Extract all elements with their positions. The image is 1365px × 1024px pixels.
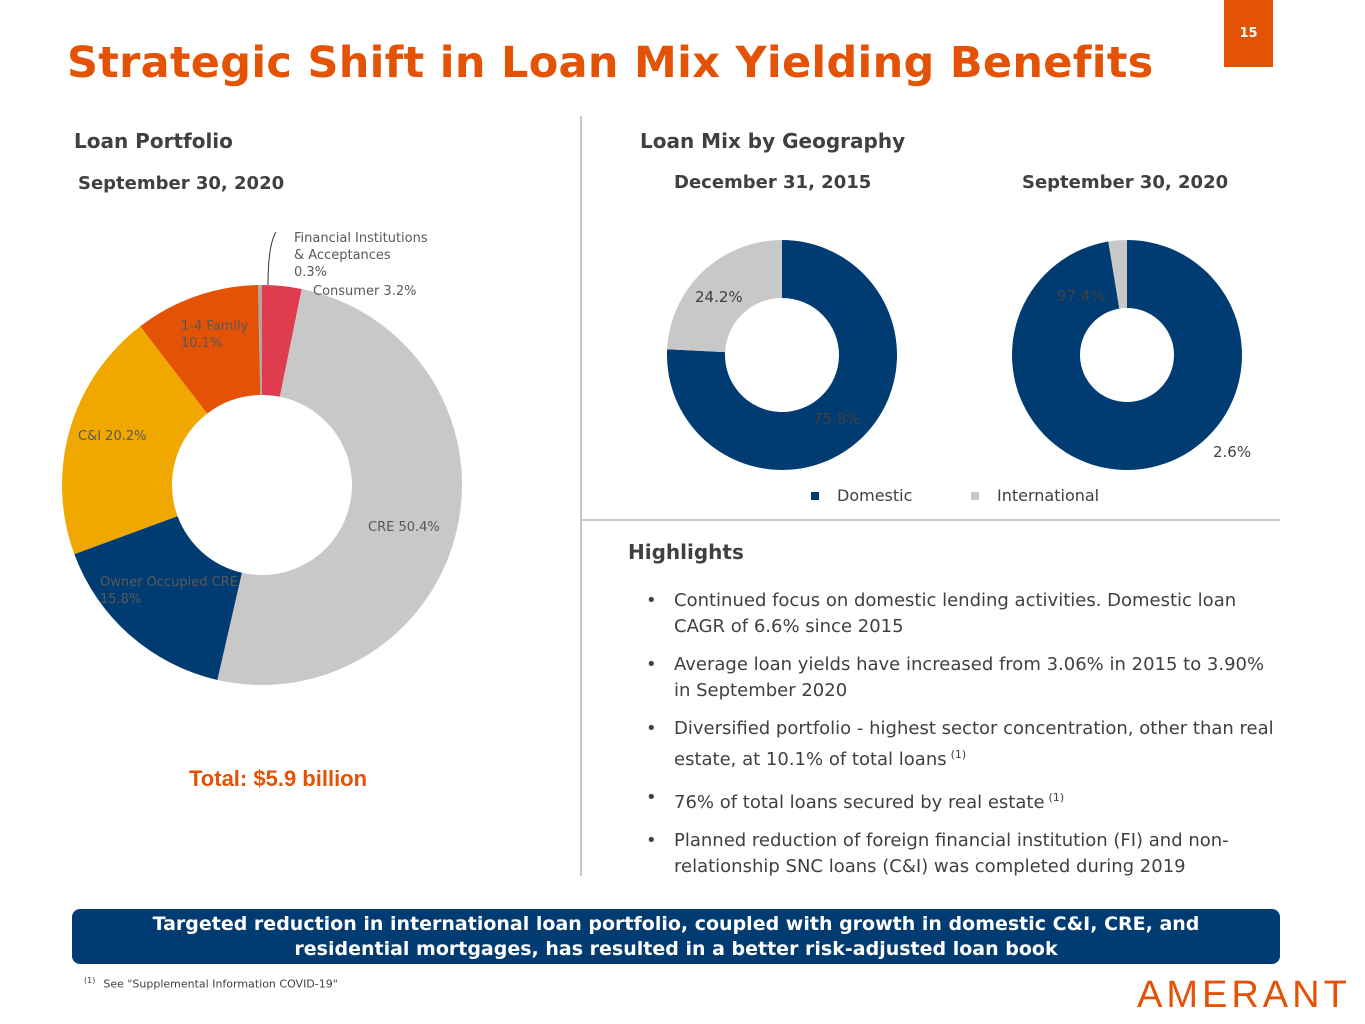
donut-slice [667, 240, 782, 353]
slice-label-cre: CRE 50.4% [368, 520, 440, 535]
geography-date-2020: September 30, 2020 [1022, 172, 1229, 193]
donut-slice [1012, 239, 1242, 470]
page-number: 15 [1224, 0, 1273, 67]
footnote-mark: (1) [84, 976, 96, 985]
footnote-text: See "Supplemental Information COVID-19" [103, 977, 338, 991]
highlight-text: Diversified portfolio - highest sector c… [674, 718, 1274, 770]
vertical-divider [580, 116, 582, 876]
geo-2020-international-label: 2.6% [1213, 443, 1251, 461]
donut-slice [61, 326, 208, 555]
highlight-item: • 76% of total loans secured by real est… [646, 785, 1276, 816]
legend-swatch-domestic [811, 491, 819, 500]
geography-2015-donut [667, 240, 897, 471]
geography-date-2015: December 31, 2015 [674, 172, 872, 193]
highlight-item: • Continued focus on domestic lending ac… [646, 588, 1276, 640]
donut-slice [74, 516, 242, 680]
slice-label-1-4-family: 1-4 Family 10.1% [181, 319, 249, 351]
highlight-item: • Diversified portfolio - highest sector… [646, 716, 1276, 773]
conclusion-banner: Targeted reduction in international loan… [72, 909, 1280, 964]
highlights-heading: Highlights [628, 540, 744, 564]
geo-2015-international-label: 24.2% [695, 288, 743, 306]
donut-slice [667, 240, 897, 471]
slice-label-ci: C&I 20.2% [78, 429, 146, 444]
page-title: Strategic Shift in Loan Mix Yielding Ben… [67, 38, 1154, 88]
horizontal-divider [582, 519, 1280, 521]
donut-slice [217, 288, 463, 686]
slice-label-owner-occupied-cre: Owner Occupied CRE 15.8% [100, 575, 238, 607]
legend-swatch-international [971, 491, 979, 500]
highlight-item: • Average loan yields have increased fro… [646, 652, 1276, 704]
legend-international: International [971, 486, 1099, 505]
slice-label-financial-institutions: Financial Institutions & Acceptances 0.3% [294, 231, 428, 280]
geo-2020-domestic-label: 97.4% [1057, 287, 1105, 305]
portfolio-total: Total: $5.9 billion [189, 766, 368, 791]
donut-slice [1108, 240, 1127, 309]
bullet-dot: • [646, 590, 657, 611]
bullet-dot: • [646, 830, 657, 851]
highlights-list: • Continued focus on domestic lending ac… [646, 588, 1276, 892]
legend-label-international: International [997, 486, 1100, 505]
geography-heading: Loan Mix by Geography [640, 129, 906, 153]
amerant-logo: AMERANT [1137, 974, 1351, 1016]
bullet-dot: • [646, 718, 657, 739]
highlight-text: Average loan yields have increased from … [674, 654, 1265, 701]
highlight-text: Planned reduction of foreign financial i… [674, 830, 1229, 877]
loan-portfolio-date: September 30, 2020 [78, 173, 285, 194]
chart-labels: Financial Institutions & Acceptances 0.3% C… [78, 231, 1251, 607]
geography-2020-donut [1012, 239, 1242, 470]
leader-line [267, 231, 277, 286]
highlight-text: Continued focus on domestic lending acti… [674, 590, 1237, 637]
bullet-dot: • [646, 654, 657, 675]
donut-slice [140, 285, 261, 414]
donut-slice [261, 285, 302, 397]
donut-slice [258, 285, 262, 396]
slice-label-consumer: Consumer 3.2% [313, 284, 416, 299]
loan-portfolio-heading: Loan Portfolio [74, 129, 233, 153]
highlight-item: • Planned reduction of foreign financial… [646, 828, 1276, 880]
footnote: (1) See "Supplemental Information COVID-1… [84, 976, 338, 991]
legend-domestic: Domestic [811, 486, 912, 505]
geo-2015-domestic-label: 75.8% [813, 410, 861, 428]
highlight-text: 76% of total loans secured by real estat… [674, 791, 1065, 813]
bullet-dot: • [646, 787, 657, 808]
legend-label-domestic: Domestic [837, 486, 913, 505]
loan-portfolio-donut [61, 285, 463, 686]
